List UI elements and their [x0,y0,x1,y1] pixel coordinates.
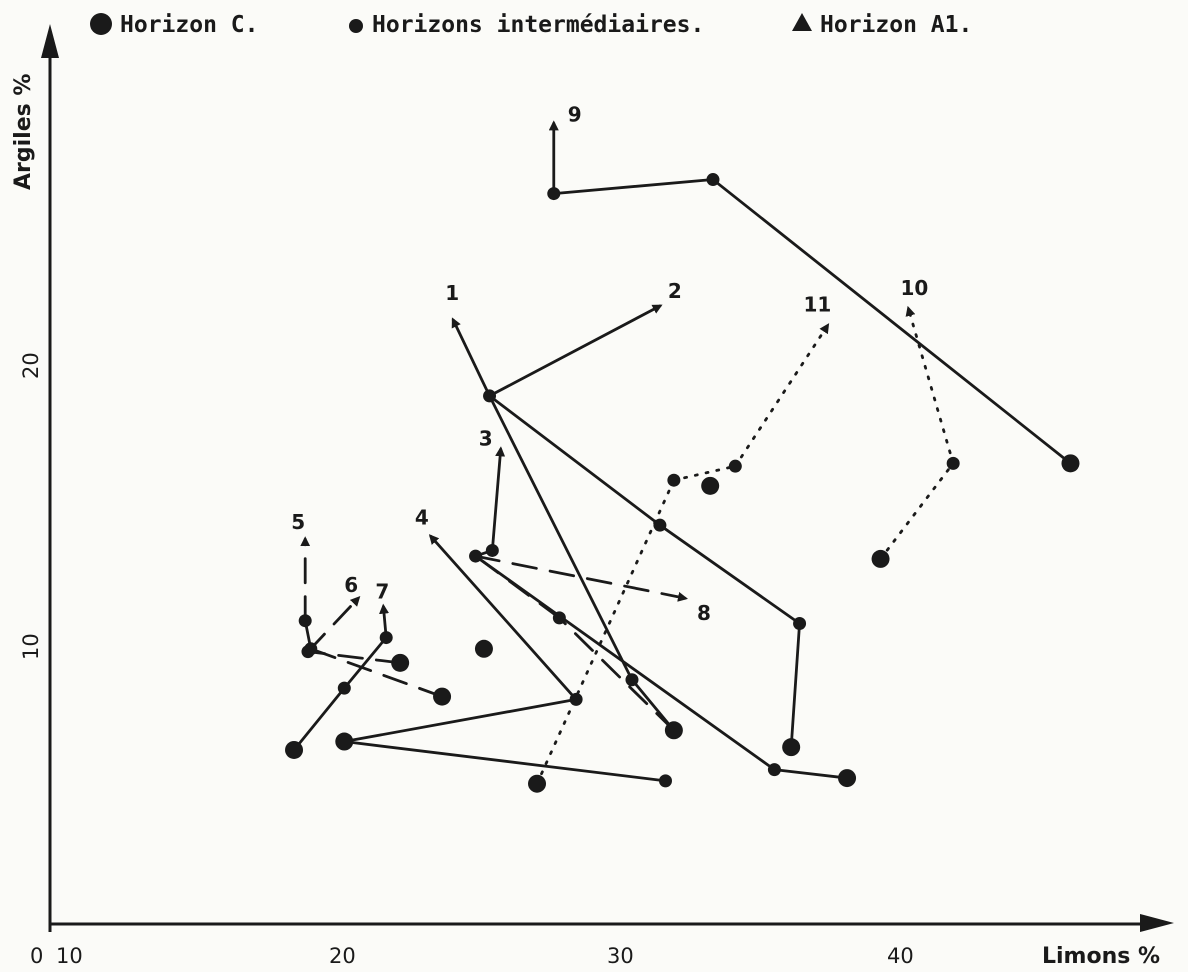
series-10-segment [879,461,955,561]
horizon-intermediaire-point [706,173,720,187]
series-9-segment [711,178,1072,465]
series-11-segment [733,323,830,468]
series-7-segment [342,636,388,690]
series-label-2: 2 [668,279,682,303]
horizon-c-point [433,687,452,706]
horizon-c-point [701,476,720,495]
horizon-intermediaire-point [793,617,807,631]
series-2-segment [789,622,801,749]
series-label-1: 1 [445,281,459,305]
x-axis-title: Limons % [1042,944,1160,969]
series-label-5: 5 [291,510,305,534]
horizon-intermediaire-point [625,673,639,687]
origin-label: 0 [30,944,43,968]
x-axis-arrowhead [1140,914,1174,932]
series-11-segment [672,464,737,482]
series-2-segment [658,523,801,625]
horizon-intermediaire-point [547,187,561,201]
series-8-segment [474,554,561,620]
series-11-segment [535,478,676,786]
horizon-intermediaire-point [298,614,312,628]
legend-marker-horizon-a1 [792,13,812,31]
horizon-intermediaire-point [667,473,681,487]
plot-area: 1 2 3 4 5 6 7 8 9 10 11 [285,102,1080,793]
horizon-c-point [285,740,304,759]
series-6: 6 [301,573,410,672]
y-axis-arrowhead [41,24,59,58]
series-label-3: 3 [479,426,493,450]
series-5: 5 [291,510,452,706]
x-tick-label-30: 30 [607,944,634,968]
horizon-intermediaire-point [485,543,499,557]
horizon-intermediaire-point [552,611,566,625]
series-3-segment [773,768,849,780]
horizon-c-point [871,549,890,568]
series-1-segment [451,317,491,398]
x-tick-label-10: 10 [56,944,83,968]
legend-marker-horizon-c [90,13,112,35]
y-axis-title: Argiles % [11,74,36,190]
legend-label-horizons-intermediaires: Horizons intermédiaires. [372,12,704,38]
horizon-intermediaire-point [728,459,742,473]
series-8: 8 [474,554,711,732]
series-4: 4 [335,505,672,788]
horizon-c-point [782,738,801,757]
y-tick-label-10: 10 [19,633,43,660]
series-label-9: 9 [568,102,582,126]
legend-marker-horizons-intermediaires [349,19,363,33]
series-2: 2 [488,279,807,757]
series-4-segment [428,534,578,701]
series-4-segment [342,697,578,743]
series-1: 1 [445,281,683,740]
series-label-8: 8 [697,601,711,625]
legend: Horizon C. Horizons intermédiaires. Hori… [90,12,972,38]
horizon-intermediaire-point [946,456,960,470]
series-label-10: 10 [900,276,928,300]
series-1-segment [488,394,634,682]
horizon-c-point [838,769,857,788]
y-tick-label-20: 20 [19,352,43,379]
series-7-segment [292,686,346,752]
horizon-intermediaire-point [301,645,315,659]
series-label-11: 11 [803,293,831,317]
series-10-segment [905,305,955,465]
series-label-6: 6 [344,573,358,597]
series-4-segment [342,740,667,783]
series-9-segment [552,178,715,195]
series-3: 3 [469,426,857,788]
horizon-intermediaire-point [569,692,583,706]
horizon-intermediaire-point [653,518,667,532]
series-11: 11 [528,293,831,793]
series-8-segment [557,616,676,732]
series-2-segment [488,394,662,527]
series-7: 7 [285,580,393,759]
series-5-segment [309,647,444,698]
horizon-intermediaire-point [337,681,351,695]
series-2-segment [488,304,663,398]
horizon-intermediaire-point [379,631,393,645]
series-10: 10 [871,276,960,568]
x-tick-label-20: 20 [329,944,356,968]
legend-label-horizon-a1: Horizon A1. [820,12,972,38]
horizon-c-point [474,639,493,658]
legend-label-horizon-c: Horizon C. [120,12,258,38]
series-3-segment [490,446,506,552]
series-6-segment [306,596,361,654]
series-label-7: 7 [375,580,389,604]
series-6-segment [306,650,402,665]
horizon-c-point [1061,454,1080,473]
x-tick-label-40: 40 [887,944,914,968]
horizon-c-point [335,732,354,751]
series-label-4: 4 [415,505,429,529]
horizon-c-point [391,653,410,672]
series-9: 9 [547,102,1080,473]
horizon-c-point [528,774,547,793]
horizon-intermediaire-point [658,774,672,788]
horizon-intermediaire-point [767,763,781,777]
axes: Argiles % Limons % 0 10 20 30 40 10 20 [11,24,1174,969]
